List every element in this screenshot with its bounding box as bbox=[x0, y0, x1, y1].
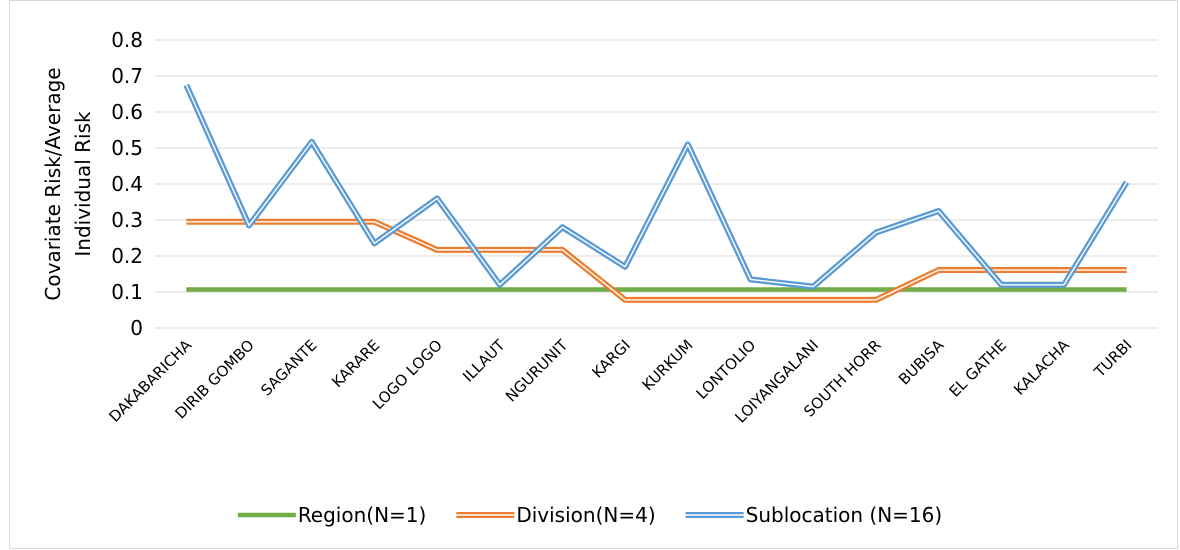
series-line-inner bbox=[186, 221, 1127, 301]
series-line-inner bbox=[185, 84, 1128, 288]
y-tick-label: 0.8 bbox=[111, 28, 143, 52]
y-tick-label: 0 bbox=[130, 316, 143, 340]
y-tick-label: 0.3 bbox=[111, 208, 143, 232]
y-axis-title: Covariate Risk/Average Individual Risk bbox=[41, 67, 95, 301]
legend-label: Sublocation (N=16) bbox=[746, 503, 943, 527]
legend-label: Region(N=1) bbox=[298, 503, 427, 527]
y-tick-label: 0.7 bbox=[111, 64, 143, 88]
y-tick-label: 0.1 bbox=[111, 280, 143, 304]
legend-label: Division(N=4) bbox=[516, 503, 655, 527]
y-tick-label: 0.5 bbox=[111, 136, 143, 160]
y-tick-label: 0.6 bbox=[111, 100, 143, 124]
y-tick-label: 0.4 bbox=[111, 172, 143, 196]
y-tick-label: 0.2 bbox=[111, 244, 143, 268]
